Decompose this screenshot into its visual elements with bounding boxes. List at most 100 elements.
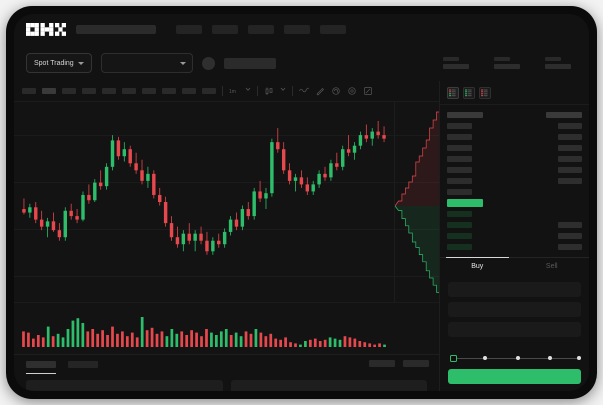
orderbook-size-cell (558, 144, 582, 151)
chevron-down-icon (77, 61, 84, 65)
stat-label (545, 57, 561, 61)
timeframe-button-5[interactable] (102, 88, 116, 94)
orderbook-mode-switcher (440, 81, 589, 105)
orderbook-mode-asks[interactable] (479, 87, 491, 99)
orderbook-row[interactable] (447, 143, 582, 152)
chevron-down-icon[interactable] (245, 86, 251, 96)
timeframe-button-4[interactable] (82, 88, 96, 94)
orderbook-size-cell (558, 155, 582, 162)
slider-step-25[interactable] (482, 355, 487, 360)
orderbook-row[interactable] (447, 165, 582, 174)
nav-item-5[interactable] (320, 25, 346, 34)
orderbook-price-cell (447, 188, 472, 195)
orderbook-mode-bids[interactable] (463, 87, 475, 99)
orderbook-size-cell (558, 232, 582, 239)
bottom-action-1[interactable] (369, 360, 395, 367)
orderbook-price-cell (447, 166, 472, 173)
trading-pair-dropdown[interactable] (100, 53, 193, 73)
chart-gridlines (14, 102, 439, 302)
trade-tab-buy[interactable]: Buy (440, 256, 515, 274)
nav-item-4[interactable] (284, 25, 310, 34)
pair-name (223, 57, 276, 69)
indicators-icon[interactable] (347, 86, 357, 96)
orderbook-row[interactable] (447, 242, 582, 251)
slider-step-50[interactable] (515, 355, 520, 360)
toolbar-divider (292, 86, 293, 96)
orders-panel (14, 354, 439, 391)
timeframe-button-2[interactable] (42, 88, 56, 94)
orderbook-price-cell (447, 144, 472, 151)
order-price-field[interactable] (448, 282, 581, 297)
orders-tabs (14, 355, 439, 374)
order-amount-field[interactable] (448, 302, 581, 317)
timeframe-button-9[interactable] (182, 88, 196, 94)
orderbook-row[interactable] (447, 220, 582, 229)
orderbook-price-cell (447, 122, 472, 129)
bottom-tab-order-history[interactable] (68, 361, 98, 368)
nav-item-2[interactable] (212, 25, 238, 34)
orderbook-size-cell (558, 221, 582, 228)
volume-chart (14, 302, 439, 354)
magnet-icon[interactable] (331, 86, 341, 96)
orderbook-size-cell (558, 133, 582, 140)
slider-handle[interactable] (450, 354, 457, 362)
orderbook-price-cell (447, 155, 472, 162)
orderbook-row[interactable] (447, 121, 582, 130)
orders-actions (369, 360, 429, 367)
stat-value (443, 64, 469, 69)
order-form (440, 277, 589, 391)
orderbook-price-cell (447, 243, 472, 250)
candle-type-icon[interactable] (264, 86, 274, 96)
chart-toolbar: 1m (14, 81, 439, 102)
order-total-field[interactable] (448, 322, 581, 337)
interval-icon[interactable]: 1m (229, 86, 239, 96)
chevron-down-icon[interactable] (280, 86, 286, 96)
nav-item-1[interactable] (176, 25, 202, 34)
toolbar-divider (257, 86, 258, 96)
orderbook-row[interactable] (447, 198, 582, 207)
market-type-dropdown[interactable]: Spot Trading (26, 53, 92, 73)
orderbook-row[interactable] (447, 176, 582, 185)
orders-content (14, 374, 439, 391)
slider-step-75[interactable] (548, 355, 553, 360)
amount-slider[interactable] (450, 354, 581, 363)
price-chart[interactable] (14, 102, 439, 302)
orderbook-row[interactable] (447, 209, 582, 218)
orderbook-mode-both[interactable] (447, 87, 459, 99)
orderbook-row[interactable] (447, 231, 582, 240)
timeframe-button-8[interactable] (162, 88, 176, 94)
stat-label (494, 57, 510, 61)
bottom-action-2[interactable] (403, 360, 429, 367)
orderbook-size-cell (558, 166, 582, 173)
stat-24h-volume (545, 57, 571, 69)
stat-24h-high (443, 57, 469, 69)
slider-step-100[interactable] (577, 355, 581, 360)
okx-logo[interactable] (26, 23, 66, 36)
timeframe-button-1[interactable] (22, 88, 36, 94)
orderbook-row[interactable] (447, 110, 582, 119)
timeframe-button-3[interactable] (62, 88, 76, 94)
orderbook-row[interactable] (447, 187, 582, 196)
timeframe-button-10[interactable] (202, 88, 216, 94)
chevron-down-icon (179, 61, 186, 65)
global-search-input[interactable] (76, 25, 156, 34)
orderbook-row[interactable] (447, 132, 582, 141)
orderbook-price-cell (447, 210, 472, 217)
stat-label (443, 57, 459, 61)
drawing-tools-icon[interactable] (315, 86, 325, 96)
timeframe-button-7[interactable] (142, 88, 156, 94)
orderbook-price-cell (447, 177, 472, 184)
fullscreen-icon[interactable] (363, 86, 373, 96)
buy-submit-button[interactable] (448, 369, 581, 384)
orderbook-price-cell (447, 133, 472, 140)
orderbook-rows[interactable] (440, 105, 589, 251)
right-column: Buy Sell (439, 81, 589, 391)
svg-text:1m: 1m (229, 89, 236, 95)
bottom-tab-open-orders[interactable] (26, 361, 56, 374)
trade-tab-sell[interactable]: Sell (545, 263, 558, 270)
bottom-card-1 (26, 380, 223, 391)
orderbook-row[interactable] (447, 154, 582, 163)
timeframe-button-6[interactable] (122, 88, 136, 94)
line-chart-icon[interactable] (299, 86, 309, 96)
nav-item-3[interactable] (248, 25, 274, 34)
